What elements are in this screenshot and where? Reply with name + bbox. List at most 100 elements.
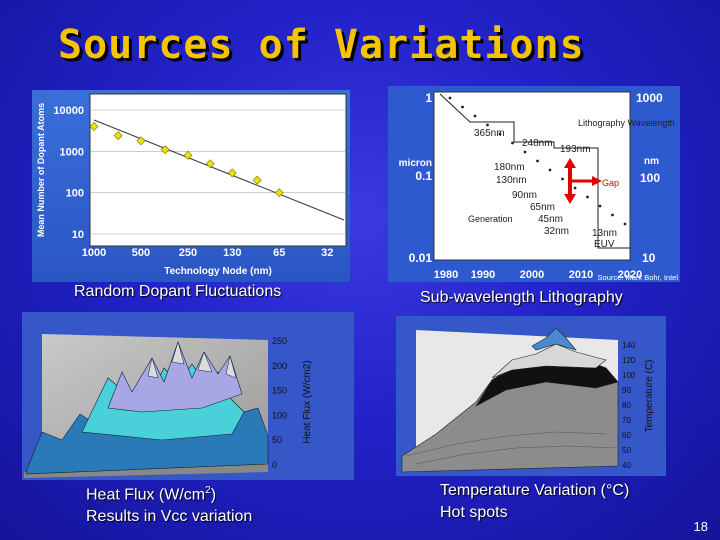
- litho-right-bottom: 10: [642, 251, 656, 265]
- litho-right-unit: nm: [644, 156, 659, 167]
- temp-z-tick-label: 40: [622, 461, 631, 470]
- dopant-x-tick-label: 65: [273, 247, 285, 259]
- litho-label-45: 45nm: [538, 214, 563, 225]
- gap-arrow-pointer-head: [592, 176, 602, 186]
- temp-z-tick-label: 70: [622, 416, 631, 425]
- litho-label-180: 180nm: [494, 162, 525, 173]
- litho-x-ticks: 1980 1990 2000 2010 2020: [434, 269, 642, 281]
- litho-x-tick-label: 1990: [471, 269, 495, 281]
- temp-z-tick-label: 60: [622, 431, 631, 440]
- litho-label-13: 13nm: [592, 228, 617, 239]
- caption-heat: Heat Flux (W/cm2) Results in Vcc variati…: [86, 480, 252, 528]
- gap-arrow-head-down: [564, 194, 576, 204]
- dopant-data-point: [205, 159, 215, 169]
- litho-generation-dot: [598, 204, 602, 208]
- heat-z-tick-label: 250: [272, 336, 287, 346]
- dopant-x-tick-label: 130: [223, 247, 241, 259]
- litho-generation-dot: [448, 96, 452, 100]
- temp-z-label: Temperature (C): [644, 360, 655, 433]
- litho-label-90: 90nm: [512, 190, 537, 201]
- litho-generation-dot: [573, 186, 577, 190]
- caption-heat-line2: Results in Vcc variation: [86, 508, 253, 526]
- litho-left-mid: 0.1: [415, 169, 432, 183]
- litho-label-generation: Generation: [468, 214, 513, 224]
- caption-temp-line2: Hot spots: [440, 504, 508, 521]
- temp-surface-peak: [531, 327, 577, 351]
- dopant-data-point: [252, 175, 262, 185]
- temp-mesh-line-1: [405, 431, 607, 457]
- dopant-y-tick-label: 100: [66, 188, 84, 200]
- litho-label-32: 32nm: [544, 226, 569, 237]
- dopant-points: [89, 122, 284, 198]
- heat-surface-high: [107, 341, 243, 413]
- caption-litho: Sub-wavelength Lithography: [420, 289, 623, 306]
- litho-label-gap: Gap: [602, 178, 619, 188]
- heat-z-tick-label: 200: [272, 361, 287, 371]
- litho-generation-dot: [486, 123, 489, 127]
- litho-generation-dot: [498, 132, 502, 136]
- temp-z-tick-label: 120: [622, 356, 636, 365]
- litho-x-tick-label: 2000: [520, 269, 544, 281]
- dopant-grid: [90, 109, 346, 235]
- heat-flux-chart: 250 200 150 100 50 0 Heat Flux (W/cm2): [22, 312, 354, 480]
- litho-label-65: 65nm: [530, 202, 555, 213]
- dopant-y-ticks: 10000 1000 100 10: [53, 105, 84, 241]
- dopant-data-point: [113, 131, 123, 141]
- caption-temp-line1: Temperature Variation (°C): [440, 482, 630, 499]
- heat-z-label: Heat Flux (W/cm2): [302, 360, 313, 443]
- litho-chart: 1 micron 0.1 0.01 1000 nm 100 10 1980 199…: [388, 86, 680, 282]
- litho-right-mid: 100: [640, 171, 660, 185]
- heat-z-ticks: 250 200 150 100 50 0: [272, 336, 287, 470]
- dopant-trend-line: [93, 119, 345, 221]
- page-number: 18: [693, 519, 708, 534]
- temp-z-tick-label: 90: [622, 386, 631, 395]
- litho-generation-dot: [586, 195, 589, 199]
- dopant-x-axis-label: Technology Node (nm): [164, 266, 272, 277]
- litho-source: Source: Mark Bohr, Intel: [598, 273, 679, 282]
- litho-generation-dot: [548, 168, 552, 172]
- litho-label-365: 365nm: [474, 128, 505, 139]
- litho-wavelength-line: [439, 93, 630, 249]
- temp-surface-band-light: [491, 343, 607, 379]
- litho-plot-area: [433, 91, 631, 261]
- temp-z-tick-label: 100: [622, 371, 636, 380]
- caption-heat-line1: Heat Flux (W/cm2): [86, 485, 217, 504]
- litho-label-wavelength: Lithography Wavelength: [578, 118, 675, 128]
- litho-left-bottom: 0.01: [409, 251, 433, 265]
- heat-surface-peaks: [147, 341, 237, 379]
- dopant-data-point: [227, 168, 237, 178]
- dopant-x-ticks: 1000 500 250 130 65 32: [82, 247, 334, 259]
- dopant-y-tick-label: 1000: [60, 146, 84, 158]
- litho-label-euv: EUV: [594, 239, 615, 250]
- temperature-chart: 140 120 100 90 80 70 60 50 40 Temperature (C): [396, 316, 666, 476]
- dopant-data-point: [274, 188, 284, 198]
- temp-z-tick-label: 140: [622, 341, 636, 350]
- heat-z-tick-label: 0: [272, 460, 277, 470]
- temp-z-ticks: 140 120 100 90 80 70 60 50 40: [622, 341, 636, 470]
- dopant-x-tick-label: 1000: [82, 247, 106, 259]
- slide-title: Sources of Variations: [58, 22, 585, 68]
- heat-z-tick-label: 50: [272, 435, 282, 445]
- litho-generation-points: [448, 96, 627, 226]
- dopant-data-point: [160, 145, 170, 155]
- dopant-data-point: [89, 122, 99, 131]
- heat-z-tick-label: 100: [272, 410, 287, 420]
- caption-dopant: Random Dopant Fluctuations: [74, 283, 282, 300]
- litho-generation-dot: [611, 213, 614, 217]
- heat-z-tick-label: 150: [272, 386, 287, 396]
- gap-arrow-head-up: [564, 158, 576, 168]
- litho-generation-dot: [523, 150, 527, 154]
- temp-mesh-line-2: [415, 445, 617, 465]
- litho-x-tick-label: 2010: [569, 269, 593, 281]
- temp-z-tick-label: 50: [622, 446, 631, 455]
- litho-x-tick-label: 2020: [618, 269, 642, 281]
- litho-generation-dot: [473, 114, 477, 118]
- litho-label-193: 193nm: [560, 144, 591, 155]
- litho-generation-dot: [511, 141, 514, 145]
- dopant-x-tick-label: 250: [179, 247, 197, 259]
- litho-generation-dot: [461, 105, 464, 109]
- dopant-data-point: [136, 136, 146, 146]
- litho-generation-dot: [561, 177, 564, 181]
- dopant-y-tick-label: 10000: [53, 105, 84, 117]
- litho-left-unit: micron: [399, 158, 432, 169]
